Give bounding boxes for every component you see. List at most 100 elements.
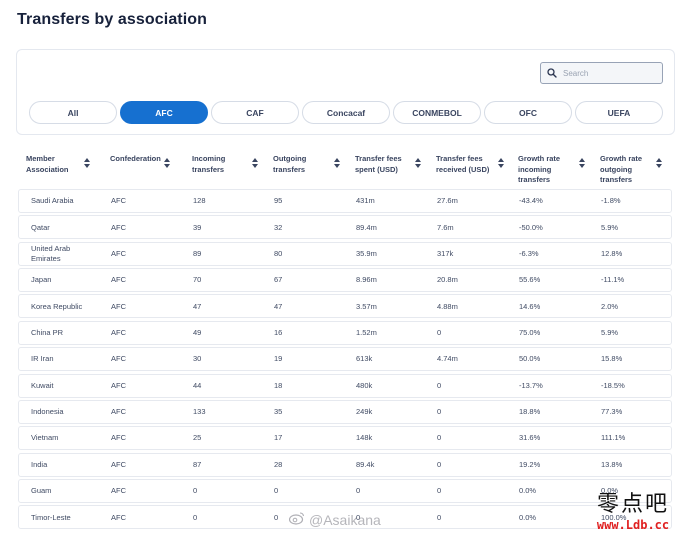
- table-cell: 80: [274, 248, 283, 258]
- table-cell: 4.88m: [437, 301, 458, 311]
- table-row[interactable]: Korea Republic AFC 47 47 3.57m 4.88m 14.6% 2.0%: [18, 294, 672, 319]
- table-cell: 18.8%: [519, 407, 541, 417]
- tab-conmebol[interactable]: CONMEBOL: [393, 101, 481, 124]
- table-cell: 317k: [437, 248, 454, 258]
- table-cell: 13.8%: [601, 459, 623, 469]
- table-row[interactable]: China PR AFC 49 16 1.52m 0 75.0% 5.9%: [18, 320, 672, 345]
- table-cell: 3.57m: [356, 301, 377, 311]
- table-cell: 14.6%: [519, 301, 541, 311]
- column-header-label: Growth rate incoming transfers: [518, 154, 561, 184]
- table-row[interactable]: Vietnam AFC 25 17 148k 0 31.6% 111.1%: [18, 426, 672, 451]
- table-cell: 0: [193, 486, 198, 496]
- table-cell: 1.52m: [356, 328, 377, 338]
- table-cell: 17: [274, 433, 283, 443]
- tab-all[interactable]: All: [29, 101, 117, 124]
- table-cell: Timor-Leste: [31, 512, 71, 522]
- column-header-label: Incoming transfers: [192, 154, 226, 174]
- table-cell: 95: [274, 196, 283, 206]
- table-cell: United Arab Emirates: [31, 244, 71, 263]
- table-row[interactable]: India AFC 87 28 89.4k 0 19.2% 13.8%: [18, 452, 672, 477]
- sort-icon[interactable]: [415, 155, 421, 168]
- table-cell: Japan: [31, 275, 52, 285]
- table-row[interactable]: Guam AFC 0 0 0 0 0.0% 0.0%: [18, 478, 672, 503]
- table-cell: 0: [437, 328, 442, 338]
- table-cell: Kuwait: [31, 380, 54, 390]
- table-cell: 0: [437, 486, 442, 496]
- table-row[interactable]: Japan AFC 70 67 8.96m 20.8m 55.6% -11.1%: [18, 268, 672, 293]
- confederation-tabs: All AFC CAF Concacaf CONMEBOL OFC UEFA: [29, 101, 663, 124]
- table-row[interactable]: Kuwait AFC 44 18 480k 0 -13.7% -18.5%: [18, 373, 672, 398]
- watermark-text: @Asaikana: [309, 511, 381, 528]
- table-cell: India: [31, 459, 48, 469]
- table-row[interactable]: Saudi Arabia AFC 128 95 431m 27.6m -43.4% -1.8%: [18, 189, 672, 213]
- table-cell: AFC: [111, 196, 126, 206]
- sort-icon[interactable]: [164, 155, 170, 168]
- corner-logo: 零点吧 www.Ldb.cc: [583, 486, 683, 532]
- tab-afc[interactable]: AFC: [120, 101, 208, 124]
- table-cell: Guam: [31, 486, 52, 496]
- table-cell: 480k: [356, 380, 373, 390]
- table-cell: 47: [193, 301, 202, 311]
- sort-icon[interactable]: [579, 155, 585, 168]
- table-cell: 0: [437, 380, 442, 390]
- table-cell: 16: [274, 328, 283, 338]
- table-cell: 20.8m: [437, 275, 458, 285]
- table-cell: 100.0%: [601, 512, 627, 522]
- column-header-label: Member Association: [26, 154, 69, 174]
- table-cell: AFC: [111, 275, 126, 285]
- table-row[interactable]: IR Iran AFC 30 19 613k 4.74m 50.0% 15.8%: [18, 347, 672, 372]
- table-cell: 35.9m: [356, 248, 377, 258]
- table-cell: 50.0%: [519, 354, 541, 364]
- sort-icon[interactable]: [334, 155, 340, 168]
- table-cell: 5.9%: [601, 222, 619, 232]
- table-cell: AFC: [111, 380, 126, 390]
- table-cell: 0: [437, 512, 442, 522]
- table-cell: 77.3%: [601, 407, 623, 417]
- table-cell: 18: [274, 380, 283, 390]
- sort-icon[interactable]: [84, 155, 90, 168]
- table-cell: Korea Republic: [31, 301, 83, 311]
- table-row[interactable]: United Arab Emirates AFC 89 80 35.9m 317k -6.3…: [18, 241, 672, 266]
- table-cell: 12.8%: [601, 248, 623, 258]
- table-row[interactable]: Indonesia AFC 133 35 249k 0 18.8% 77.3%: [18, 399, 672, 424]
- table-cell: 0.0%: [519, 486, 537, 496]
- corner-logo-text: 零点吧: [596, 492, 669, 517]
- table-cell: -50.0%: [519, 222, 543, 232]
- tab-ofc[interactable]: OFC: [484, 101, 572, 124]
- table-cell: Indonesia: [31, 407, 64, 417]
- table-cell: -1.8%: [601, 196, 621, 206]
- table-cell: 0: [437, 407, 442, 417]
- table-cell: 4.74m: [437, 354, 458, 364]
- table-cell: IR Iran: [31, 354, 54, 364]
- table-cell: 111.1%: [601, 433, 626, 443]
- search-input[interactable]: [563, 68, 653, 78]
- table-cell: AFC: [111, 433, 126, 443]
- table-cell: -11.1%: [601, 275, 625, 285]
- table-cell: 0.0%: [601, 486, 619, 496]
- table-row[interactable]: Timor-Leste AFC 0 0 0 0 0.0% 100.0%: [18, 505, 672, 530]
- table-cell: 49: [193, 328, 202, 338]
- table-cell: AFC: [111, 354, 126, 364]
- table-cell: 0: [274, 486, 279, 496]
- watermark: @Asaikana: [288, 511, 381, 528]
- table-cell: 0: [437, 459, 442, 469]
- sort-icon[interactable]: [252, 155, 258, 168]
- sort-icon[interactable]: [498, 155, 504, 168]
- table-cell: 148k: [356, 433, 373, 443]
- table-row[interactable]: Qatar AFC 39 32 89.4m 7.6m -50.0% 5.9%: [18, 215, 672, 240]
- weibo-icon: [288, 511, 305, 528]
- search-box[interactable]: [540, 62, 663, 84]
- table-cell: 431m: [356, 196, 375, 206]
- table-cell: AFC: [111, 407, 126, 417]
- table-cell: 0: [356, 486, 361, 496]
- sort-icon[interactable]: [656, 155, 662, 168]
- tab-caf[interactable]: CAF: [211, 101, 299, 124]
- table-cell: AFC: [111, 222, 126, 232]
- table-cell: 55.6%: [519, 275, 541, 285]
- tab-uefa[interactable]: UEFA: [575, 101, 663, 124]
- table-cell: 32: [274, 222, 283, 232]
- tab-concacaf[interactable]: Concacaf: [302, 101, 390, 124]
- table-cell: 2.0%: [601, 301, 619, 311]
- table-cell: 7.6m: [437, 222, 454, 232]
- table-cell: 128: [193, 196, 206, 206]
